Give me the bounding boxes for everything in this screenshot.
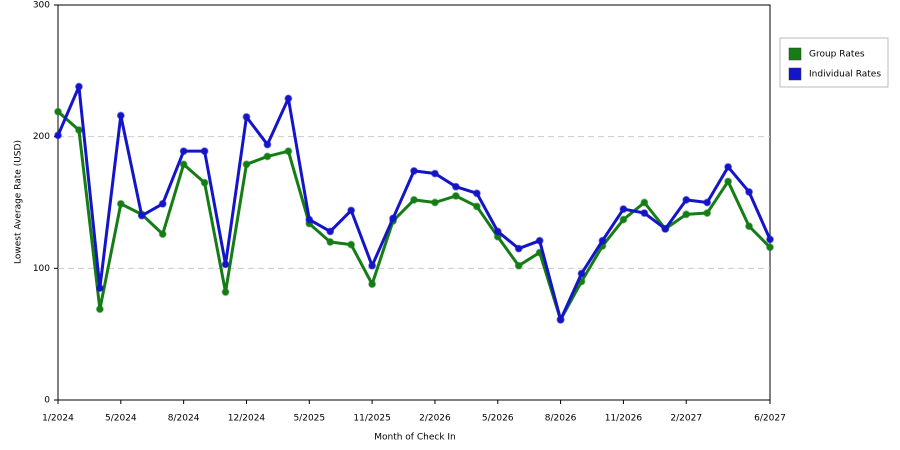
data-point — [263, 140, 272, 149]
x-tick-label: 1/2024 — [42, 414, 74, 424]
x-tick-label: 2/2026 — [419, 414, 451, 424]
data-point — [74, 82, 83, 91]
data-point — [158, 230, 167, 239]
data-point — [54, 131, 62, 140]
data-point — [703, 209, 712, 217]
data-point — [619, 215, 628, 224]
data-point — [766, 243, 774, 252]
x-axis-title: Month of Check In — [374, 433, 456, 443]
data-point — [410, 195, 418, 204]
data-point — [284, 147, 293, 156]
data-point — [221, 260, 230, 269]
series-line — [57, 110, 772, 322]
data-point — [305, 215, 314, 224]
x-tick-label: 5/2025 — [293, 414, 325, 424]
data-point — [116, 199, 125, 208]
data-point — [242, 160, 251, 169]
data-point — [514, 244, 523, 253]
data-point — [745, 188, 754, 196]
data-point — [347, 240, 356, 249]
data-point — [158, 199, 167, 208]
data-point — [682, 210, 691, 219]
y-tick-label: 100 — [33, 264, 50, 274]
data-point — [410, 166, 418, 175]
data-point — [472, 189, 481, 198]
legend-swatch — [788, 67, 802, 81]
data-point — [493, 227, 502, 236]
y-axis-title: Lowest Average Rate (USD) — [14, 140, 24, 264]
data-point — [389, 214, 398, 223]
data-point — [577, 269, 586, 278]
data-point — [200, 147, 209, 156]
x-tick-label: 12/2024 — [228, 414, 266, 424]
data-point — [472, 202, 481, 211]
data-point — [221, 288, 230, 296]
x-tick-label: 11/2025 — [353, 414, 390, 424]
data-point — [263, 152, 272, 161]
data-point — [682, 195, 691, 204]
x-tick-label: 8/2024 — [168, 414, 200, 424]
data-point — [54, 107, 62, 116]
x-tick-label: 8/2026 — [545, 414, 577, 424]
data-point — [451, 191, 460, 200]
y-tick-label: 200 — [33, 132, 50, 142]
data-point — [116, 111, 125, 120]
data-point — [766, 235, 774, 244]
data-point — [95, 305, 104, 314]
data-point — [74, 126, 83, 135]
data-point — [179, 160, 188, 169]
data-point — [430, 169, 439, 178]
x-tick-label: 6/2027 — [754, 414, 786, 424]
data-point — [200, 178, 209, 187]
data-point — [326, 238, 335, 246]
data-point — [640, 198, 649, 207]
data-point — [514, 261, 523, 270]
data-point — [284, 94, 293, 103]
legend-label: Individual Rates — [809, 70, 881, 80]
data-point — [451, 182, 460, 191]
data-point — [598, 236, 607, 245]
data-point — [661, 224, 670, 233]
x-tick-label: 2/2027 — [670, 414, 702, 424]
data-point — [95, 284, 104, 293]
data-point — [745, 222, 754, 231]
data-point — [640, 209, 649, 217]
data-point — [368, 261, 377, 270]
data-point — [137, 211, 146, 220]
legend-label: Group Rates — [809, 50, 865, 60]
data-point — [535, 236, 544, 245]
data-point — [724, 163, 733, 171]
data-point — [347, 206, 356, 215]
legend-swatch — [788, 47, 802, 61]
x-tick-label: 5/2024 — [105, 414, 137, 424]
data-point — [619, 205, 628, 214]
plot-frame — [57, 4, 771, 401]
y-tick-label: 300 — [33, 1, 50, 11]
y-tick-label: 0 — [44, 396, 50, 406]
data-point — [724, 177, 733, 186]
data-point — [179, 147, 188, 156]
x-tick-label: 5/2026 — [482, 414, 514, 424]
data-point — [556, 315, 565, 324]
data-point — [703, 198, 712, 207]
data-point — [430, 198, 439, 207]
data-point — [326, 227, 335, 236]
x-tick-label: 11/2026 — [605, 414, 643, 424]
data-point — [242, 112, 251, 121]
data-point — [368, 280, 377, 289]
